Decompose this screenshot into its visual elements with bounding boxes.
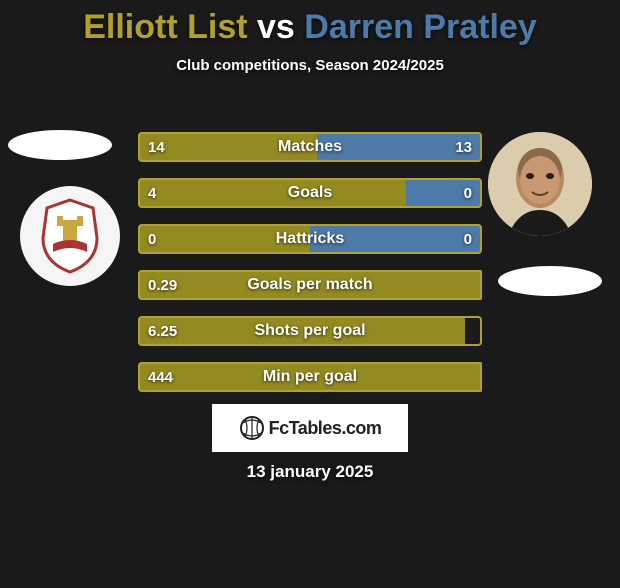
player-right-ellipse bbox=[498, 266, 602, 296]
date-label: 13 january 2025 bbox=[0, 462, 620, 482]
stat-value-right: 0 bbox=[464, 178, 472, 208]
stat-label: Goals bbox=[138, 178, 482, 208]
player-left-ellipse bbox=[8, 130, 112, 160]
crest-icon bbox=[35, 196, 105, 276]
stat-label: Hattricks bbox=[138, 224, 482, 254]
title-vs: vs bbox=[248, 8, 305, 46]
stats-bars: Matches1413Goals40Hattricks00Goals per m… bbox=[138, 132, 482, 408]
stat-value-left: 14 bbox=[148, 132, 165, 162]
stat-label: Matches bbox=[138, 132, 482, 162]
stat-value-left: 6.25 bbox=[148, 316, 177, 346]
stat-value-left: 4 bbox=[148, 178, 156, 208]
stat-label: Shots per goal bbox=[138, 316, 482, 346]
title-player-1: Elliott List bbox=[83, 8, 247, 46]
stat-value-left: 0 bbox=[148, 224, 156, 254]
stat-value-right: 0 bbox=[464, 224, 472, 254]
fctables-logo-icon bbox=[239, 415, 265, 441]
title-player-2: Darren Pratley bbox=[304, 8, 536, 46]
stat-row: Goals4 0 bbox=[138, 178, 482, 208]
avatar-icon bbox=[488, 132, 592, 236]
stat-value-left: 444 bbox=[148, 362, 173, 392]
player-right-avatar bbox=[488, 132, 592, 236]
stat-row: Matches14 13 bbox=[138, 132, 482, 162]
page-title: Elliott List vs Darren Pratley bbox=[0, 8, 620, 47]
stat-row: Goals per match0.29 bbox=[138, 270, 482, 300]
stat-value-left: 0.29 bbox=[148, 270, 177, 300]
fctables-logo: FcTables.com bbox=[212, 404, 408, 452]
player-left-club-badge bbox=[20, 186, 120, 286]
stat-value-right: 13 bbox=[455, 132, 472, 162]
fctables-logo-text: FcTables.com bbox=[269, 418, 382, 439]
stat-label: Min per goal bbox=[138, 362, 482, 392]
subtitle: Club competitions, Season 2024/2025 bbox=[0, 57, 620, 74]
stat-row: Shots per goal6.25 bbox=[138, 316, 482, 346]
stat-row: Hattricks0 0 bbox=[138, 224, 482, 254]
stat-row: Min per goal444 bbox=[138, 362, 482, 392]
stat-label: Goals per match bbox=[138, 270, 482, 300]
